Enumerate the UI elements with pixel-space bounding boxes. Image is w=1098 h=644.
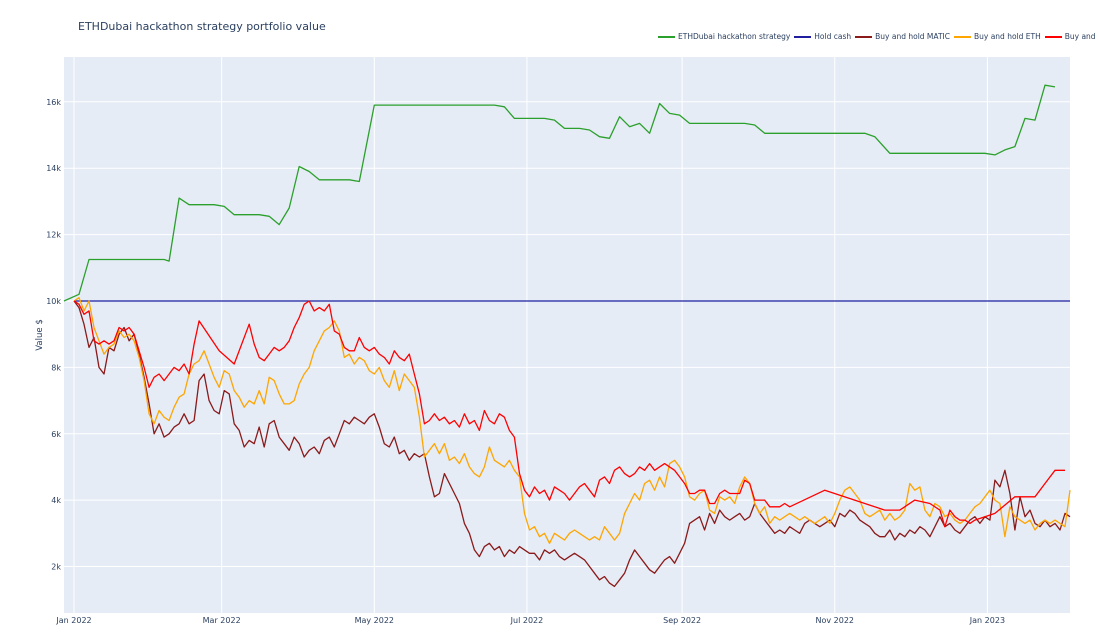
legend-label: Buy and hold MATIC bbox=[875, 32, 950, 41]
y-tick-label: 4k bbox=[51, 496, 61, 505]
series-line-buy-and-hold-matic[interactable] bbox=[73, 300, 1071, 588]
legend-item-btc[interactable]: Buy and hold BTC bbox=[1044, 32, 1098, 41]
legend-item-hold-cash[interactable]: Hold cash bbox=[794, 32, 855, 41]
x-tick-label: Nov 2022 bbox=[816, 616, 855, 625]
series-line-buy-and-hold-btc[interactable] bbox=[73, 300, 1065, 528]
y-axis-ticks: 2k 4k 6k 8k 10k 12k 14k 16k bbox=[46, 98, 61, 572]
legend: ETHDubai hackathon strategy Hold cash Bu… bbox=[658, 32, 1098, 41]
y-tick-label: 6k bbox=[51, 430, 61, 439]
series-lines bbox=[63, 84, 1071, 588]
x-tick-label: Jan 2023 bbox=[969, 616, 1005, 625]
gridlines bbox=[64, 57, 1070, 613]
series-line-buy-and-hold-eth[interactable] bbox=[73, 297, 1071, 544]
chart-title: ETHDubai hackathon strategy portfolio va… bbox=[78, 20, 326, 33]
x-tick-label: Mar 2022 bbox=[203, 616, 241, 625]
legend-label: Buy and hold BTC bbox=[1064, 32, 1098, 41]
x-tick-label: Sep 2022 bbox=[663, 616, 701, 625]
series-line-ethdubai-hackathon-strategy[interactable] bbox=[63, 84, 1056, 302]
legend-label: Buy and hold ETH bbox=[973, 32, 1041, 41]
x-tick-label: Jul 2022 bbox=[510, 616, 544, 625]
legend-swatch bbox=[658, 35, 675, 38]
legend-label: Hold cash bbox=[814, 32, 852, 41]
legend-label: ETHDubai hackathon strategy bbox=[678, 32, 791, 41]
legend-swatch bbox=[794, 35, 812, 38]
legend-item-strategy[interactable]: ETHDubai hackathon strategy bbox=[658, 32, 794, 41]
legend-item-eth[interactable]: Buy and hold ETH bbox=[953, 32, 1045, 41]
x-axis-ticks: Jan 2022 Mar 2022 May 2022 Jul 2022 Sep 2022… bbox=[55, 616, 1005, 625]
y-tick-label: 2k bbox=[51, 563, 61, 572]
y-tick-label: 14k bbox=[46, 164, 61, 173]
legend-swatch bbox=[855, 35, 873, 38]
legend-swatch bbox=[1044, 35, 1062, 38]
y-axis-label: Value $ bbox=[35, 319, 45, 350]
legend-swatch bbox=[953, 35, 971, 38]
y-tick-label: 10k bbox=[46, 297, 61, 306]
y-tick-label: 16k bbox=[46, 98, 61, 107]
x-tick-label: May 2022 bbox=[355, 616, 394, 625]
legend-item-matic[interactable]: Buy and hold MATIC bbox=[855, 32, 954, 41]
x-tick-label: Jan 2022 bbox=[55, 616, 91, 625]
y-tick-label: 8k bbox=[51, 363, 61, 372]
plot-area[interactable] bbox=[64, 57, 1070, 613]
y-tick-label: 12k bbox=[46, 231, 61, 240]
